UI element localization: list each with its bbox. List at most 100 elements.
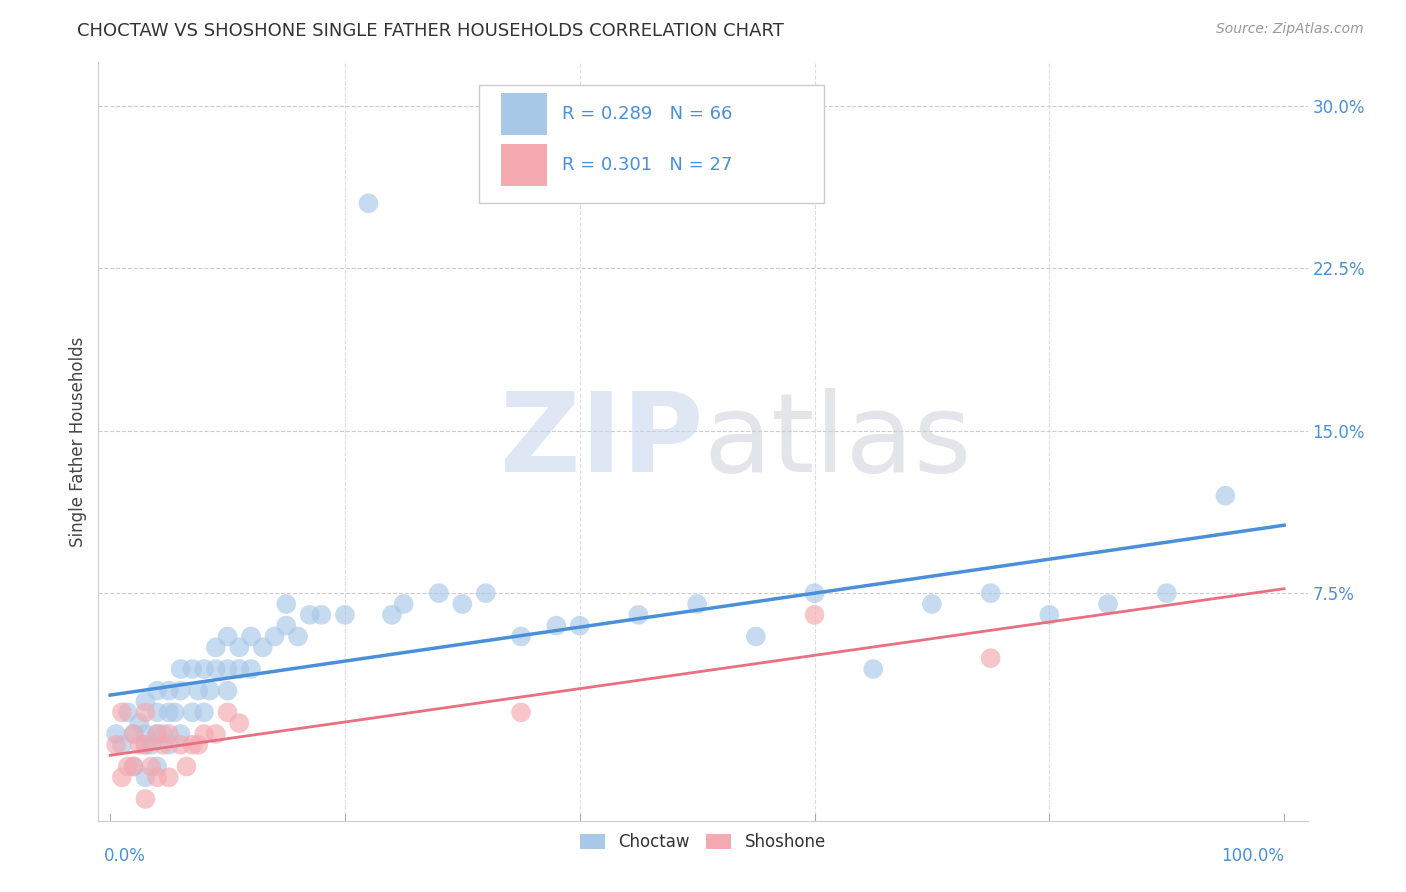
Point xyxy=(546,618,568,632)
Point xyxy=(157,706,180,720)
Point xyxy=(686,597,709,611)
Point xyxy=(157,727,180,741)
Point xyxy=(122,759,145,773)
Point xyxy=(181,706,204,720)
Point xyxy=(193,706,215,720)
Point xyxy=(803,586,825,600)
Point xyxy=(169,727,191,741)
FancyBboxPatch shape xyxy=(479,85,824,202)
Text: R = 0.301   N = 27: R = 0.301 N = 27 xyxy=(561,156,733,174)
Point xyxy=(1097,597,1119,611)
Point xyxy=(1038,607,1060,622)
Point xyxy=(117,759,139,773)
Point xyxy=(240,662,263,676)
Point xyxy=(146,683,169,698)
Text: 100.0%: 100.0% xyxy=(1220,847,1284,864)
Point xyxy=(980,586,1002,600)
Point xyxy=(204,640,226,655)
Point xyxy=(134,738,156,752)
Point xyxy=(333,607,356,622)
Point xyxy=(122,727,145,741)
Point xyxy=(111,770,134,784)
Point xyxy=(134,727,156,741)
Point xyxy=(298,607,321,622)
Point xyxy=(157,770,180,784)
Point xyxy=(217,662,239,676)
Point xyxy=(357,196,380,211)
Point xyxy=(921,597,943,611)
Point xyxy=(146,759,169,773)
Point xyxy=(187,738,209,752)
Point xyxy=(176,759,198,773)
Point xyxy=(198,683,221,698)
Point xyxy=(451,597,474,611)
Point xyxy=(134,792,156,806)
Point xyxy=(146,706,169,720)
Text: Source: ZipAtlas.com: Source: ZipAtlas.com xyxy=(1216,22,1364,37)
FancyBboxPatch shape xyxy=(501,144,547,186)
Point xyxy=(157,738,180,752)
Point xyxy=(134,694,156,708)
Point xyxy=(117,706,139,720)
Text: 0.0%: 0.0% xyxy=(104,847,146,864)
Point xyxy=(187,683,209,698)
Legend: Choctaw, Shoshone: Choctaw, Shoshone xyxy=(574,827,832,858)
Point xyxy=(152,727,174,741)
Point xyxy=(141,738,163,752)
Point xyxy=(276,618,298,632)
Point xyxy=(1215,489,1237,503)
Point xyxy=(427,586,450,600)
Point xyxy=(181,662,204,676)
Point xyxy=(204,662,226,676)
Point xyxy=(111,706,134,720)
Point xyxy=(228,662,250,676)
Point xyxy=(745,630,768,644)
FancyBboxPatch shape xyxy=(501,93,547,135)
Point xyxy=(122,727,145,741)
Point xyxy=(627,607,650,622)
Point xyxy=(217,683,239,698)
Point xyxy=(862,662,884,676)
Point xyxy=(146,727,169,741)
Point xyxy=(134,706,156,720)
Point xyxy=(803,607,825,622)
Point xyxy=(193,662,215,676)
Point xyxy=(122,759,145,773)
Point xyxy=(510,630,533,644)
Point xyxy=(146,770,169,784)
Point xyxy=(228,640,250,655)
Point xyxy=(134,738,156,752)
Point xyxy=(287,630,309,644)
Point xyxy=(134,770,156,784)
Point xyxy=(204,727,226,741)
Point xyxy=(263,630,285,644)
Point xyxy=(193,727,215,741)
Point xyxy=(276,597,298,611)
Text: ZIP: ZIP xyxy=(499,388,703,495)
Point xyxy=(169,738,191,752)
Y-axis label: Single Father Households: Single Father Households xyxy=(69,336,87,547)
Point xyxy=(128,738,150,752)
Point xyxy=(141,759,163,773)
Point xyxy=(163,706,186,720)
Text: CHOCTAW VS SHOSHONE SINGLE FATHER HOUSEHOLDS CORRELATION CHART: CHOCTAW VS SHOSHONE SINGLE FATHER HOUSEH… xyxy=(77,22,785,40)
Point xyxy=(568,618,591,632)
Point xyxy=(146,727,169,741)
Point xyxy=(1156,586,1178,600)
Point xyxy=(381,607,404,622)
Point xyxy=(157,683,180,698)
Point xyxy=(240,630,263,644)
Point xyxy=(152,738,174,752)
Point xyxy=(111,738,134,752)
Point xyxy=(228,716,250,731)
Point xyxy=(510,706,533,720)
Point xyxy=(217,706,239,720)
Point xyxy=(169,683,191,698)
Point xyxy=(217,630,239,644)
Point xyxy=(169,662,191,676)
Point xyxy=(475,586,498,600)
Text: atlas: atlas xyxy=(703,388,972,495)
Point xyxy=(392,597,415,611)
Point xyxy=(311,607,333,622)
Text: R = 0.289   N = 66: R = 0.289 N = 66 xyxy=(561,105,733,123)
